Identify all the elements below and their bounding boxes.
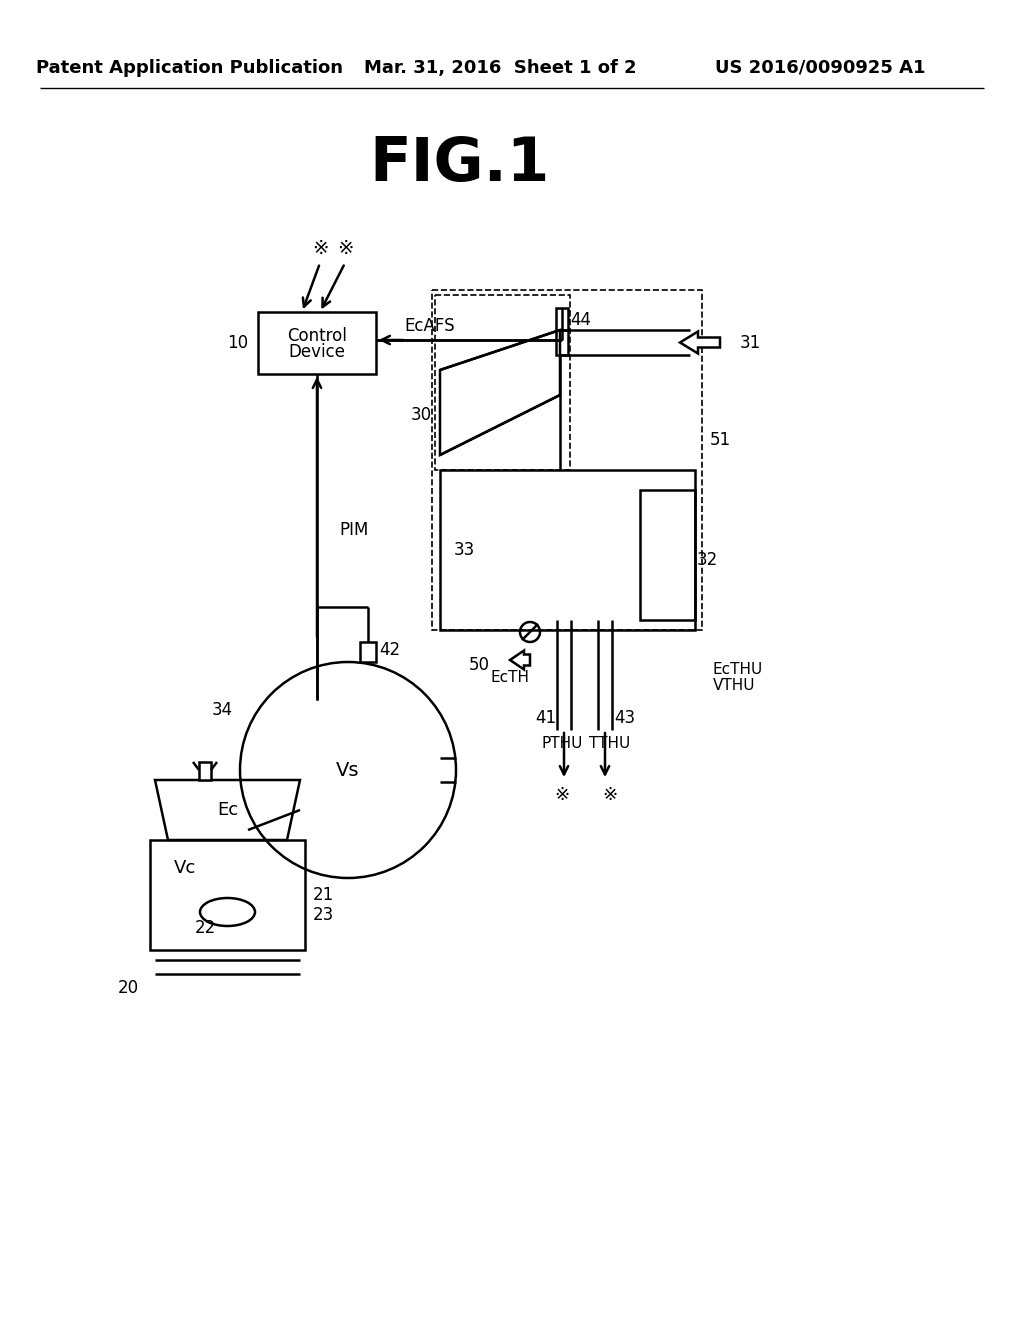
Text: Vc: Vc	[174, 859, 197, 876]
Text: ※: ※	[602, 785, 617, 804]
Text: 43: 43	[614, 709, 636, 727]
Text: FIG.1: FIG.1	[370, 136, 550, 194]
Text: ※: ※	[337, 239, 353, 257]
Text: 20: 20	[118, 979, 138, 997]
Text: Control: Control	[287, 327, 347, 345]
Text: US 2016/0090925 A1: US 2016/0090925 A1	[715, 59, 926, 77]
Bar	[440, 470, 695, 630]
Bar	[199, 762, 211, 780]
Text: PTHU: PTHU	[542, 737, 583, 751]
Text: 31: 31	[740, 334, 761, 351]
Text: Patent Application Publication: Patent Application Publication	[37, 59, 343, 77]
Text: 30: 30	[411, 407, 432, 424]
Bar	[360, 642, 376, 663]
Text: Vs: Vs	[336, 760, 359, 780]
Text: EcAFS: EcAFS	[404, 317, 456, 335]
Text: TTHU: TTHU	[590, 737, 631, 751]
Text: 33: 33	[454, 541, 475, 558]
Text: ※: ※	[554, 785, 569, 804]
Bar	[435, 294, 570, 470]
Text: VTHU: VTHU	[713, 677, 756, 693]
Text: Ec: Ec	[217, 801, 238, 818]
Text: ※: ※	[312, 239, 328, 257]
FancyArrow shape	[510, 651, 530, 669]
Text: 50: 50	[469, 656, 490, 675]
Bar	[556, 308, 568, 355]
FancyArrow shape	[680, 331, 720, 354]
Bar	[150, 840, 305, 950]
Text: 22: 22	[195, 919, 216, 937]
Text: 34: 34	[211, 701, 232, 719]
Text: Mar. 31, 2016  Sheet 1 of 2: Mar. 31, 2016 Sheet 1 of 2	[364, 59, 636, 77]
Text: 23: 23	[312, 906, 334, 924]
Text: 41: 41	[536, 709, 557, 727]
Text: 42: 42	[380, 642, 400, 659]
Text: 44: 44	[570, 312, 592, 329]
Text: EcTH: EcTH	[490, 671, 529, 685]
Text: 21: 21	[312, 886, 334, 904]
Text: 51: 51	[710, 432, 730, 449]
Text: EcTHU: EcTHU	[713, 663, 763, 677]
Bar	[640, 490, 695, 620]
Bar	[432, 290, 702, 630]
Text: 10: 10	[227, 334, 249, 352]
Bar	[258, 312, 376, 374]
Text: Device: Device	[289, 343, 345, 360]
Text: PIM: PIM	[339, 521, 369, 539]
Text: 32: 32	[696, 550, 718, 569]
